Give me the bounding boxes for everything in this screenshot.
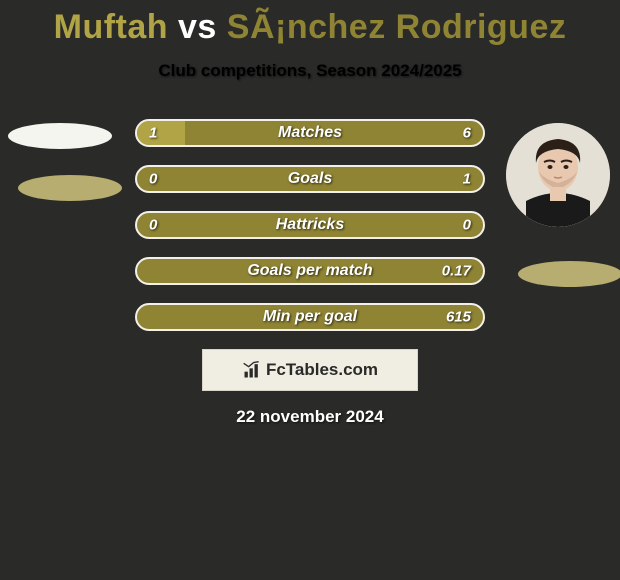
stat-row-goals: 0 Goals 1 — [135, 165, 485, 193]
stat-label: Goals — [137, 170, 483, 188]
vs-text: vs — [178, 8, 227, 46]
bar-chart-icon — [242, 360, 262, 380]
stat-bars: 1 Matches 6 0 Goals 1 0 Hattricks 0 Goal… — [135, 119, 485, 331]
page-title: Muftah vs SÃ¡nchez Rodriguez — [0, 0, 620, 47]
stat-value-right: 0.17 — [442, 263, 471, 280]
player2-portrait-icon — [506, 123, 610, 227]
comparison-card: Muftah vs SÃ¡nchez Rodriguez Club compet… — [0, 0, 620, 427]
stat-row-hattricks: 0 Hattricks 0 — [135, 211, 485, 239]
player2-name: SÃ¡nchez Rodriguez — [227, 8, 567, 46]
stat-row-mpg: Min per goal 615 — [135, 303, 485, 331]
stat-label: Matches — [137, 124, 483, 142]
avatar-right — [506, 123, 610, 227]
player1-name: Muftah — [54, 8, 168, 46]
footer-badge[interactable]: FcTables.com — [202, 349, 418, 391]
stat-label: Hattricks — [137, 216, 483, 234]
avatar-right-shadow — [518, 261, 620, 287]
stats-area: 1 Matches 6 0 Goals 1 0 Hattricks 0 Goal… — [0, 119, 620, 331]
footer-brand: FcTables.com — [266, 360, 378, 380]
stat-value-right: 6 — [463, 125, 471, 142]
footer-date: 22 november 2024 — [0, 407, 620, 427]
stat-row-matches: 1 Matches 6 — [135, 119, 485, 147]
stat-label: Goals per match — [137, 262, 483, 280]
stat-value-right: 0 — [463, 217, 471, 234]
avatar-left-shadow — [18, 175, 122, 201]
avatar-left-shadow-top — [8, 123, 112, 149]
stat-row-gpm: Goals per match 0.17 — [135, 257, 485, 285]
stat-value-right: 615 — [446, 309, 471, 326]
subtitle: Club competitions, Season 2024/2025 — [0, 61, 620, 81]
stat-value-right: 1 — [463, 171, 471, 188]
stat-label: Min per goal — [137, 308, 483, 326]
